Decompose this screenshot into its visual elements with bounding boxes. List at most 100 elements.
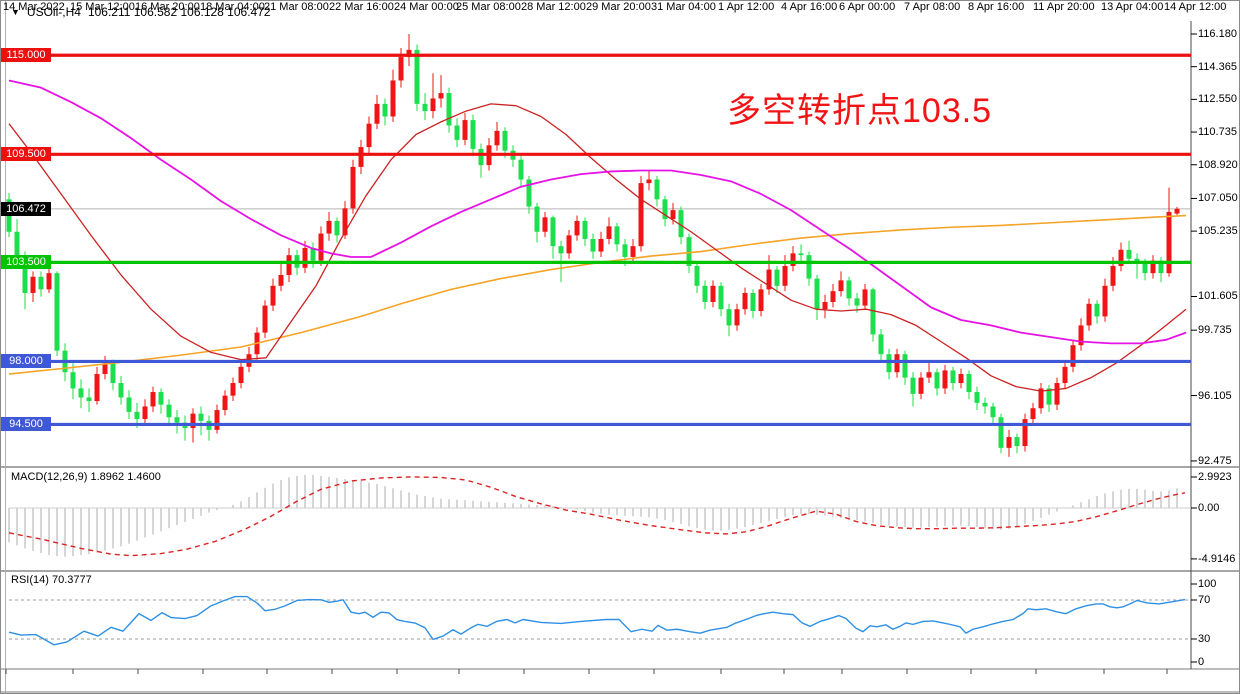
candle [302, 247, 308, 268]
candle [814, 278, 820, 310]
window-left-border [5, 1, 6, 693]
candle [1094, 303, 1100, 317]
candle [694, 265, 700, 286]
candle [918, 377, 924, 394]
candle [318, 233, 324, 261]
candle [550, 217, 556, 247]
candle [886, 354, 892, 373]
macd-value-1: 1.8962 [90, 471, 125, 483]
candle [966, 374, 972, 393]
candle [630, 246, 636, 257]
candle [30, 276, 36, 293]
candle [334, 220, 340, 236]
candle [942, 370, 948, 389]
candle [278, 274, 284, 286]
candle [518, 159, 524, 180]
chart-title-bar: ▼ USOil-,H4 106.211 106.582 106.128 106.… [11, 4, 271, 19]
candle [598, 238, 604, 252]
candle [926, 372, 932, 378]
candle [286, 255, 292, 275]
candle [854, 298, 860, 306]
candle [958, 374, 964, 384]
candle [366, 123, 372, 148]
candle [806, 255, 812, 279]
candle [1038, 388, 1044, 409]
candle [790, 253, 796, 266]
macd-signal-line [8, 476, 1186, 557]
candle [846, 280, 852, 299]
candle [950, 370, 956, 384]
candle [1102, 285, 1108, 317]
candle [462, 120, 468, 140]
candle [782, 265, 788, 286]
candle [830, 291, 836, 302]
candle [398, 57, 404, 81]
pivot-annotation-text: 多空转折点103.5 [727, 92, 993, 130]
candle [1006, 437, 1012, 448]
candle [1158, 260, 1164, 274]
candle [262, 305, 268, 333]
candle [902, 354, 908, 378]
ma-red-line [8, 103, 1187, 392]
rsi-panel-label: RSI(14) 70.3777 [11, 574, 92, 586]
candle [862, 289, 868, 306]
candle [638, 183, 644, 247]
candle [470, 120, 476, 149]
candle [110, 363, 116, 384]
candle [1030, 408, 1036, 420]
candle [326, 220, 332, 234]
candle [190, 413, 196, 429]
rsi-indicator-name: RSI(14) [11, 574, 49, 586]
candle [406, 49, 412, 58]
candle [390, 80, 396, 117]
candle [574, 220, 580, 236]
candle [118, 383, 124, 398]
candle [526, 179, 532, 207]
candle [894, 354, 900, 373]
candle [438, 93, 444, 99]
candle [702, 285, 708, 302]
candle [1086, 303, 1092, 326]
candle [1126, 249, 1132, 259]
candle [102, 363, 108, 375]
rsi-line [8, 595, 1186, 646]
candle [430, 98, 436, 112]
candle [822, 301, 828, 310]
candle [382, 103, 388, 117]
candle [158, 392, 164, 405]
candle [726, 309, 732, 326]
candle [766, 269, 772, 290]
candle [1046, 388, 1052, 405]
candle [542, 217, 548, 232]
candle [238, 366, 244, 384]
candle [798, 253, 804, 256]
candle [446, 93, 452, 126]
candle [998, 417, 1004, 448]
candle [662, 199, 668, 220]
candle [678, 210, 684, 238]
candle [1062, 366, 1068, 384]
candle [134, 411, 140, 420]
candle [478, 148, 484, 166]
candle [78, 388, 84, 398]
candle [686, 237, 692, 266]
candle [198, 413, 204, 421]
candle [910, 377, 916, 394]
candle [590, 238, 596, 252]
candle [558, 246, 564, 254]
candle [6, 199, 12, 232]
macd-panel-label: MACD(12,26,9) 1.8962 1.4600 [11, 471, 161, 483]
candle [214, 410, 220, 430]
candle [1014, 437, 1020, 447]
candle [582, 220, 588, 239]
candle [174, 417, 180, 423]
collapse-chart-icon[interactable]: ▼ [11, 6, 20, 17]
candle [1166, 211, 1172, 274]
candle [358, 147, 364, 167]
candle [742, 292, 748, 310]
candle [454, 125, 460, 140]
candle [70, 372, 76, 389]
candle [374, 103, 380, 124]
